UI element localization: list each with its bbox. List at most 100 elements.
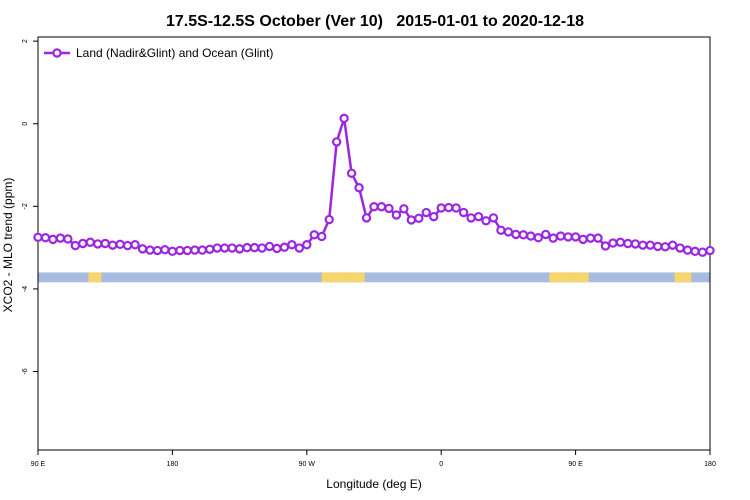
data-point (175, 245, 185, 256)
data-point (63, 234, 73, 244)
data-point (279, 242, 290, 252)
data-point (458, 207, 469, 218)
data-point (451, 203, 461, 213)
data-point (406, 215, 417, 225)
data-point (339, 113, 349, 124)
data-point (78, 238, 88, 249)
series-line (37, 117, 711, 254)
data-point (585, 233, 596, 243)
data-point (234, 244, 245, 254)
data-point (384, 203, 394, 214)
land-segment (549, 272, 576, 283)
data-point (638, 240, 648, 250)
y-tick-label: 0 (22, 122, 29, 126)
data-point (354, 183, 364, 193)
data-point (130, 240, 140, 250)
data-point (346, 168, 357, 178)
data-point (294, 243, 305, 253)
data-point (630, 239, 641, 249)
chart-title: 17.5S-12.5S October (Ver 10) 2015-01-01 … (166, 13, 584, 30)
x-tick-label: 180 (704, 461, 716, 468)
data-point (317, 231, 327, 242)
data-point (526, 231, 536, 241)
data-point (645, 240, 655, 250)
data-point (227, 243, 237, 253)
data-point (533, 233, 543, 243)
x-axis-label: Longitude (deg E) (326, 477, 421, 491)
data-point (48, 234, 58, 245)
data-point (667, 240, 678, 250)
data-point (324, 214, 334, 225)
x-tick-label: 180 (167, 461, 179, 468)
ocean-band (38, 272, 710, 283)
legend: Land (Nadir&Glint) and Ocean (Glint) (44, 46, 273, 60)
data-point (697, 247, 708, 257)
data-point (623, 238, 633, 249)
data-point (361, 213, 372, 223)
data-point (167, 246, 178, 257)
data-point (145, 245, 155, 255)
data-point (391, 210, 402, 220)
legend-marker (52, 48, 62, 58)
data-point (309, 230, 319, 240)
data-point (182, 245, 193, 256)
x-tick-label: 90 E (31, 461, 46, 468)
data-point (40, 233, 51, 243)
data-point (690, 246, 700, 257)
data-point (541, 229, 551, 240)
data-point (511, 229, 521, 240)
data-point (212, 243, 222, 253)
data-point (436, 203, 446, 213)
data-point (414, 213, 424, 224)
data-point (55, 233, 66, 243)
data-point (302, 240, 312, 250)
data-point (563, 232, 573, 242)
data-point (287, 240, 297, 250)
data-point (473, 211, 484, 222)
y-tick-label: -4 (22, 286, 29, 292)
data-point (488, 213, 499, 223)
data-point (197, 245, 207, 255)
data-point (249, 242, 260, 253)
data-point (481, 216, 491, 226)
plot-frame (37, 36, 711, 451)
data-point (85, 237, 95, 247)
data-point (272, 243, 282, 254)
data-point (152, 245, 163, 256)
data-point (660, 242, 670, 252)
data-point (100, 238, 110, 249)
land-segment (321, 272, 345, 283)
data-point (160, 244, 170, 255)
data-point (70, 240, 81, 251)
data-point (331, 137, 342, 147)
data-point (548, 233, 558, 243)
data-point (682, 245, 693, 255)
land-segment (88, 272, 102, 283)
data-point (503, 227, 514, 237)
data-point (399, 204, 409, 214)
data-point (593, 233, 603, 243)
x-tick-label: 0 (439, 461, 443, 468)
plot-area: 2 0 -2 -4 -6 90 E 180 90 W 0 90 E 180 Land (Nadir&G… (22, 36, 716, 468)
y-tick-label: -2 (22, 203, 29, 209)
data-point (466, 213, 476, 223)
data-point (675, 243, 685, 253)
legend-label: Land (Nadir&Glint) and Ocean (Glint) (76, 46, 273, 60)
land-segment (575, 272, 589, 283)
data-point (376, 202, 387, 212)
data-point (264, 241, 275, 252)
data-point (496, 225, 506, 235)
data-point (555, 231, 566, 241)
data-point (705, 245, 715, 256)
x-tick-label: 90 E (568, 461, 583, 468)
y-axis-label: XCO2 - MLO trend (ppm) (1, 178, 15, 313)
data-point (137, 244, 148, 254)
data-point (429, 211, 439, 222)
data-point (608, 238, 618, 248)
data-point (107, 240, 118, 250)
data-point (570, 232, 581, 242)
data-point (219, 243, 230, 253)
data-point (369, 202, 379, 212)
land-segment (344, 272, 365, 283)
